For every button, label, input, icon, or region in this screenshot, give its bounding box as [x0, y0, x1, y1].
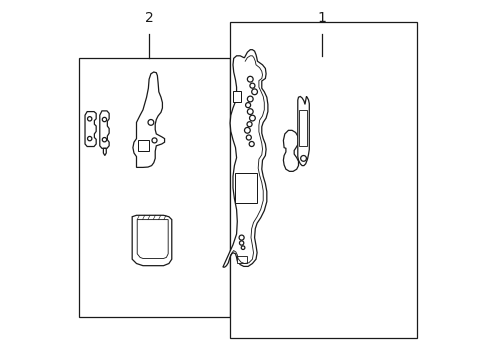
- Bar: [230, 22, 416, 338]
- Polygon shape: [103, 148, 106, 156]
- Polygon shape: [223, 50, 267, 267]
- Polygon shape: [133, 72, 164, 167]
- Bar: [79, 58, 230, 317]
- Polygon shape: [297, 96, 309, 166]
- Bar: [138, 140, 148, 151]
- Text: 1: 1: [317, 11, 325, 25]
- Text: 2: 2: [144, 11, 153, 25]
- Polygon shape: [100, 111, 109, 148]
- Polygon shape: [137, 220, 168, 258]
- Polygon shape: [132, 215, 171, 266]
- Polygon shape: [283, 130, 298, 171]
- Bar: [237, 256, 247, 263]
- Bar: [232, 91, 241, 102]
- Bar: [299, 110, 306, 146]
- Bar: [235, 173, 256, 203]
- Polygon shape: [85, 112, 96, 147]
